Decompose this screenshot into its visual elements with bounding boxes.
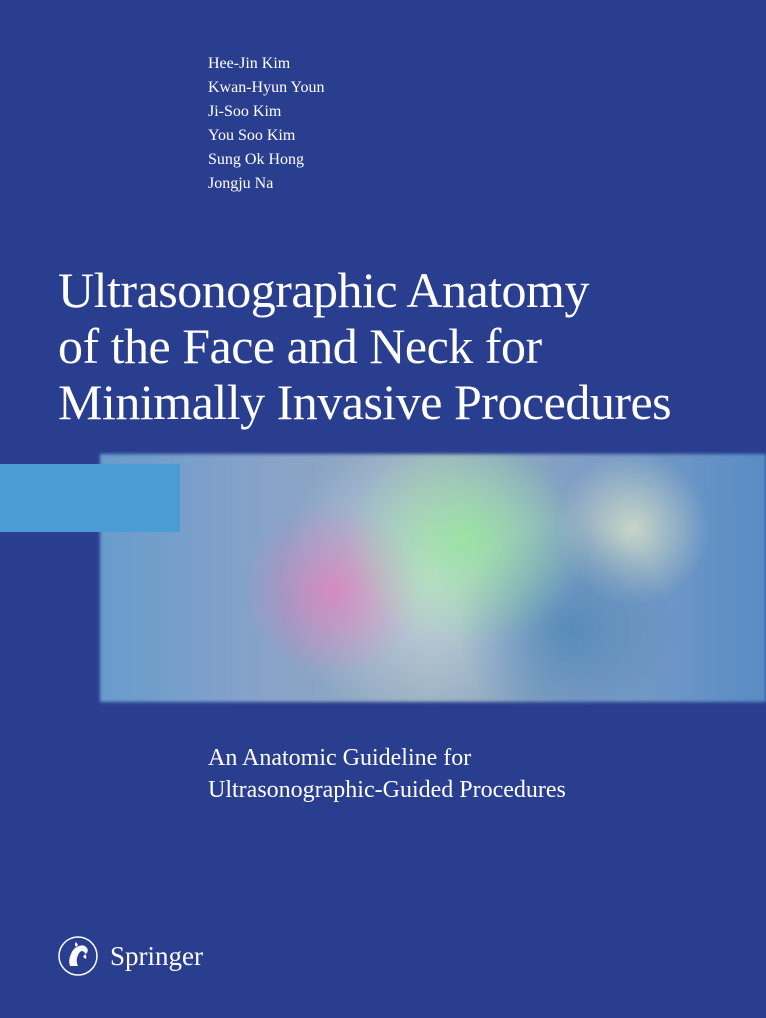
author-name: You Soo Kim [208, 124, 324, 148]
title-line: of the Face and Neck for [58, 318, 671, 374]
book-subtitle: An Anatomic Guideline for Ultrasonograph… [208, 742, 566, 807]
author-name: Ji-Soo Kim [208, 100, 324, 124]
author-name: Sung Ok Hong [208, 148, 324, 172]
abstract-art-icon [100, 454, 766, 702]
decorative-band [0, 454, 766, 702]
springer-horse-icon [58, 936, 98, 976]
blue-stripe-icon [0, 464, 180, 532]
author-name: Hee-Jin Kim [208, 52, 324, 76]
title-line: Minimally Invasive Procedures [58, 374, 671, 430]
publisher-block: Springer [58, 936, 203, 976]
subtitle-line: An Anatomic Guideline for [208, 742, 566, 774]
author-name: Kwan-Hyun Youn [208, 76, 324, 100]
author-name: Jongju Na [208, 172, 324, 196]
book-title: Ultrasonographic Anatomy of the Face and… [58, 262, 671, 430]
publisher-name: Springer [110, 941, 203, 972]
subtitle-line: Ultrasonographic-Guided Procedures [208, 774, 566, 806]
title-line: Ultrasonographic Anatomy [58, 262, 671, 318]
author-list: Hee-Jin Kim Kwan-Hyun Youn Ji-Soo Kim Yo… [208, 52, 324, 196]
